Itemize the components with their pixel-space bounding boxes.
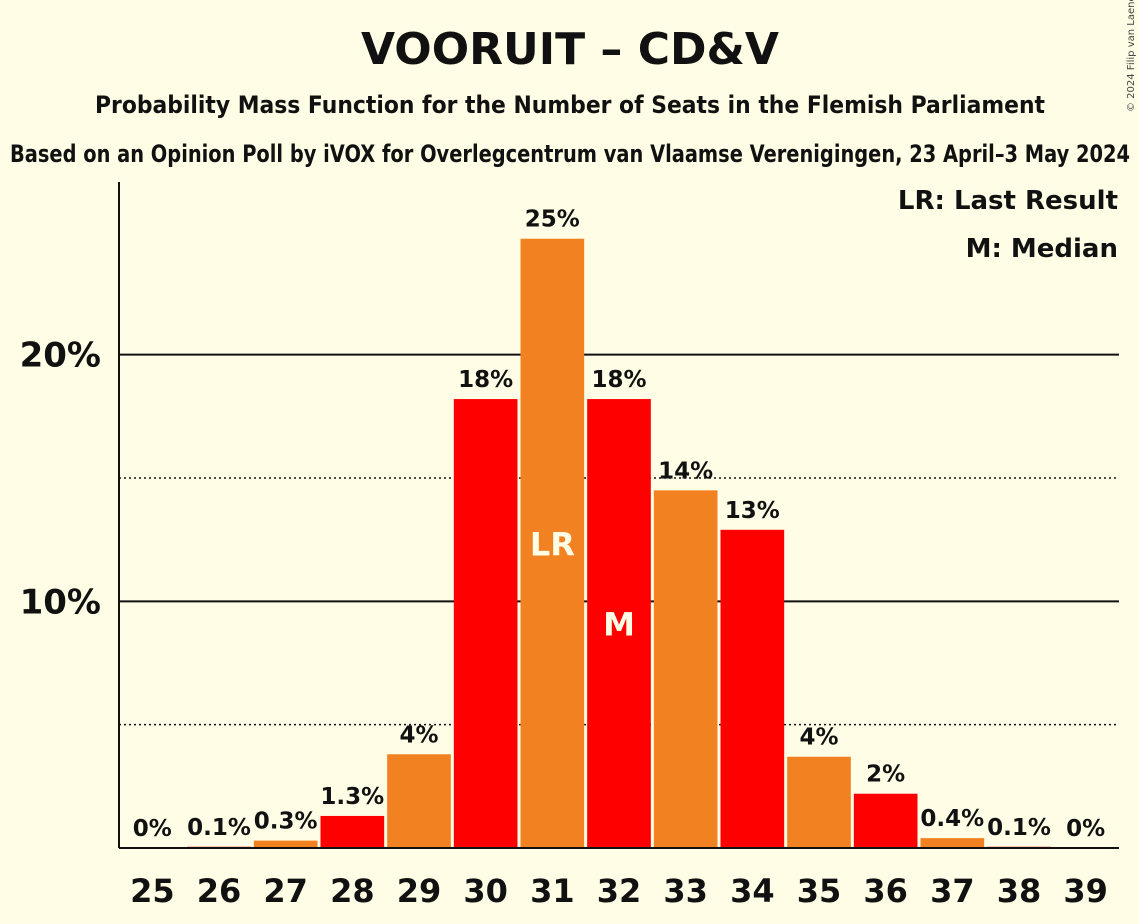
bar-seat-28 (320, 815, 385, 848)
chart-subtitle: Probability Mass Function for the Number… (95, 91, 1045, 119)
x-tick-labels: 25 26 27 28 29 30 31 32 33 34 35 36 37 38 39 (130, 872, 1108, 910)
data-label-seat-36: 2% (866, 762, 905, 788)
x-tick-label-seat-36: 36 (863, 872, 908, 910)
bar-seat-34 (720, 529, 785, 848)
data-label-seat-29: 4% (399, 722, 438, 748)
data-label-seat-31: 25% (525, 207, 580, 233)
data-label-seat-35: 4% (799, 725, 838, 751)
data-label-seat-27: 0.3% (254, 809, 318, 835)
bar-markers: LR M (530, 525, 635, 643)
data-label-seat-25: 0% (133, 816, 172, 842)
data-label-seat-37: 0.4% (920, 806, 984, 832)
x-tick-label-seat-27: 27 (263, 872, 308, 910)
bar-seat-27 (253, 840, 318, 848)
data-label-seat-38: 0.1% (987, 815, 1051, 841)
x-tick-label-seat-35: 35 (797, 872, 842, 910)
median-marker: M (603, 606, 635, 644)
y-tick-label: 10% (20, 582, 101, 622)
bar-seat-30 (453, 399, 518, 848)
bars (187, 238, 1051, 848)
x-tick-label-seat-30: 30 (463, 872, 508, 910)
legend-median: M: Median (966, 234, 1118, 264)
chart-title: VOORUIT – CD&V (361, 24, 779, 75)
y-tick-labels: 10% 20% (20, 336, 101, 623)
bar-seat-31 (520, 238, 585, 848)
x-tick-label-seat-31: 31 (530, 872, 575, 910)
copyright-note: © 2024 Filip van Laenen (1126, 0, 1137, 112)
data-label-seat-32: 18% (591, 367, 646, 393)
data-label-seat-26: 0.1% (187, 815, 251, 841)
x-tick-label-seat-37: 37 (930, 872, 975, 910)
chart-source-line: Based on an Opinion Poll by iVOX for Ove… (10, 140, 1130, 168)
x-tick-label-seat-33: 33 (663, 872, 708, 910)
bar-seat-37 (920, 838, 985, 848)
data-label-seat-34: 13% (725, 498, 780, 524)
bar-seat-33 (653, 490, 718, 848)
data-label-seat-33: 14% (658, 458, 713, 484)
x-tick-label-seat-34: 34 (730, 872, 775, 910)
data-label-seat-30: 18% (458, 367, 513, 393)
last-result-marker: LR (530, 525, 575, 563)
x-tick-label-seat-28: 28 (330, 872, 375, 910)
x-tick-label-seat-26: 26 (197, 872, 242, 910)
bar-seat-36 (853, 793, 918, 848)
legend-last-result: LR: Last Result (898, 186, 1118, 216)
bar-seat-29 (387, 754, 451, 848)
x-tick-label-seat-29: 29 (397, 872, 442, 910)
data-labels: 0% 0.1% 0.3%1.3%4%18%25%18%14%13%4%2%0.4% 0… (133, 207, 1105, 842)
bar-seat-32 (587, 399, 651, 848)
x-tick-label-seat-38: 38 (997, 872, 1042, 910)
data-label-seat-39: 0% (1066, 816, 1105, 842)
y-tick-label: 20% (20, 336, 101, 376)
x-tick-label-seat-32: 32 (597, 872, 642, 910)
bar-seat-35 (787, 756, 851, 848)
x-tick-label-seat-39: 39 (1063, 872, 1108, 910)
data-label-seat-28: 1.3% (320, 784, 384, 810)
x-tick-label-seat-25: 25 (130, 872, 175, 910)
